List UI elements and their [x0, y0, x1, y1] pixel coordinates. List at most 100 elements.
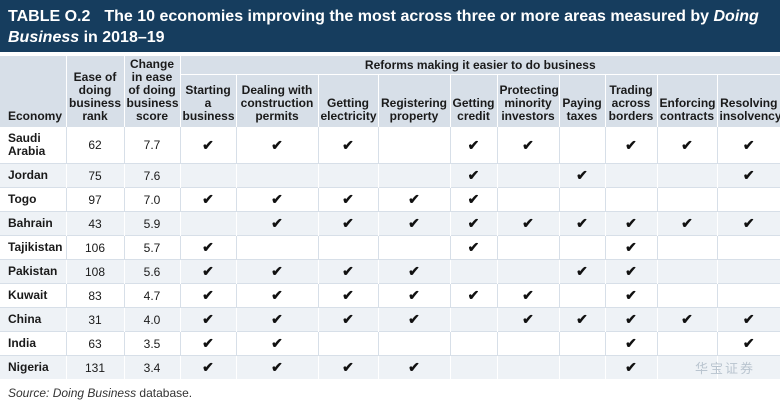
reform-cell: ✔ — [716, 307, 780, 332]
reform-cell: ✔ — [317, 283, 378, 308]
reform-cell — [496, 259, 559, 284]
table-number: TABLE O.2 — [8, 8, 91, 25]
reform-header: Dealing with construction permits — [235, 74, 318, 127]
reform-cell: ✔ — [449, 283, 497, 308]
rank-cell: 131 — [65, 355, 124, 379]
checkmark-icon: ✔ — [576, 215, 588, 231]
checkmark-icon: ✔ — [202, 136, 214, 153]
reform-cell — [179, 211, 236, 236]
source-suffix: database. — [136, 386, 193, 400]
rank-cell: 106 — [65, 235, 124, 260]
checkmark-icon: ✔ — [271, 136, 283, 153]
rank-cell: 108 — [65, 259, 124, 284]
reform-cell: ✔ — [317, 259, 378, 284]
reform-cell — [496, 355, 559, 379]
economy-header: Economy — [0, 56, 66, 127]
reform-cell: ✔ — [449, 235, 497, 260]
checkmark-icon: ✔ — [522, 311, 534, 327]
table-row: China 31 4.0 ✔ ✔ ✔ ✔ ✔ ✔ ✔ ✔ ✔ — [0, 307, 780, 332]
checkmark-icon: ✔ — [576, 263, 588, 279]
checkmark-icon: ✔ — [522, 215, 534, 231]
checkmark-icon: ✔ — [522, 136, 534, 153]
reform-cell: ✔ — [558, 163, 605, 188]
reform-cell — [449, 307, 497, 332]
reform-cell — [449, 331, 497, 356]
reform-cell: ✔ — [716, 163, 780, 188]
reform-cell: ✔ — [377, 259, 450, 284]
reform-cell — [716, 355, 780, 379]
reform-cell — [317, 235, 378, 260]
reform-cell: ✔ — [604, 235, 657, 260]
reform-cell: ✔ — [317, 211, 378, 236]
reform-cell: ✔ — [235, 283, 318, 308]
checkmark-icon: ✔ — [202, 359, 214, 375]
reform-header: Resolving insolvency — [716, 74, 780, 127]
checkmark-icon: ✔ — [625, 311, 637, 327]
reform-cell: ✔ — [449, 187, 497, 212]
reform-cell: ✔ — [377, 355, 450, 379]
reforms-table: Economy Ease of doing business rank Chan… — [0, 56, 780, 379]
reform-cell: ✔ — [604, 211, 657, 236]
title-text-part1: The 10 economies improving the most acro… — [104, 8, 714, 25]
reform-header: Trading across borders — [604, 74, 657, 127]
reform-cell: ✔ — [179, 355, 236, 379]
change-cell: 7.0 — [123, 187, 180, 212]
reform-cell: ✔ — [716, 331, 780, 356]
change-cell: 4.7 — [123, 283, 180, 308]
reform-cell — [558, 283, 605, 308]
checkmark-icon: ✔ — [342, 359, 354, 375]
reform-cell — [558, 355, 605, 379]
rank-header: Ease of doing business rank — [65, 56, 124, 127]
checkmark-icon: ✔ — [408, 215, 420, 231]
checkmark-icon: ✔ — [681, 215, 693, 231]
checkmark-icon: ✔ — [342, 263, 354, 279]
reform-cell — [235, 235, 318, 260]
reform-header: Starting a business — [179, 74, 236, 127]
checkmark-icon: ✔ — [467, 287, 480, 303]
reform-cell — [496, 163, 559, 188]
reform-cell — [716, 235, 780, 260]
change-cell: 5.6 — [123, 259, 180, 284]
reform-cell: ✔ — [656, 307, 717, 332]
checkmark-icon: ✔ — [271, 311, 283, 327]
checkmark-icon: ✔ — [271, 335, 283, 351]
reform-cell: ✔ — [235, 126, 318, 164]
title-text-part2: in 2018–19 — [79, 29, 165, 46]
reform-cell: ✔ — [449, 211, 497, 236]
reform-header: Enforcing contracts — [656, 74, 717, 127]
reform-cell — [235, 163, 318, 188]
reform-cell: ✔ — [179, 126, 236, 164]
reform-cell: ✔ — [716, 211, 780, 236]
checkmark-icon: ✔ — [202, 239, 214, 255]
reform-cell — [656, 235, 717, 260]
checkmark-icon: ✔ — [271, 191, 283, 207]
reform-cell — [377, 235, 450, 260]
reform-cell: ✔ — [604, 355, 657, 379]
economy-cell: Tajikistan — [0, 235, 66, 260]
title-text-emphasis: Doing Business — [8, 8, 759, 46]
economy-cell: Jordan — [0, 163, 66, 188]
reform-cell: ✔ — [235, 355, 318, 379]
reform-cell: ✔ — [656, 126, 717, 164]
checkmark-icon: ✔ — [271, 287, 283, 303]
reform-cell: ✔ — [449, 163, 497, 188]
rank-cell: 62 — [65, 126, 124, 164]
reform-cell — [716, 187, 780, 212]
checkmark-icon: ✔ — [202, 311, 214, 327]
change-header: Change in ease of doing business score — [123, 56, 180, 127]
table-row: India 63 3.5 ✔ ✔ ✔ ✔ — [0, 331, 780, 356]
source-prefix: Source: — [8, 386, 53, 400]
checkmark-icon: ✔ — [625, 287, 637, 303]
reform-cell: ✔ — [317, 307, 378, 332]
reform-cell: ✔ — [377, 211, 450, 236]
checkmark-icon: ✔ — [625, 263, 637, 279]
economy-cell: China — [0, 307, 66, 332]
reform-cell — [716, 283, 780, 308]
change-cell: 3.5 — [123, 331, 180, 356]
rank-cell: 83 — [65, 283, 124, 308]
economy-cell: Kuwait — [0, 283, 66, 308]
checkmark-icon: ✔ — [467, 191, 480, 207]
reform-header: Getting electricity — [317, 74, 378, 127]
reform-cell: ✔ — [496, 283, 559, 308]
reform-cell — [496, 331, 559, 356]
